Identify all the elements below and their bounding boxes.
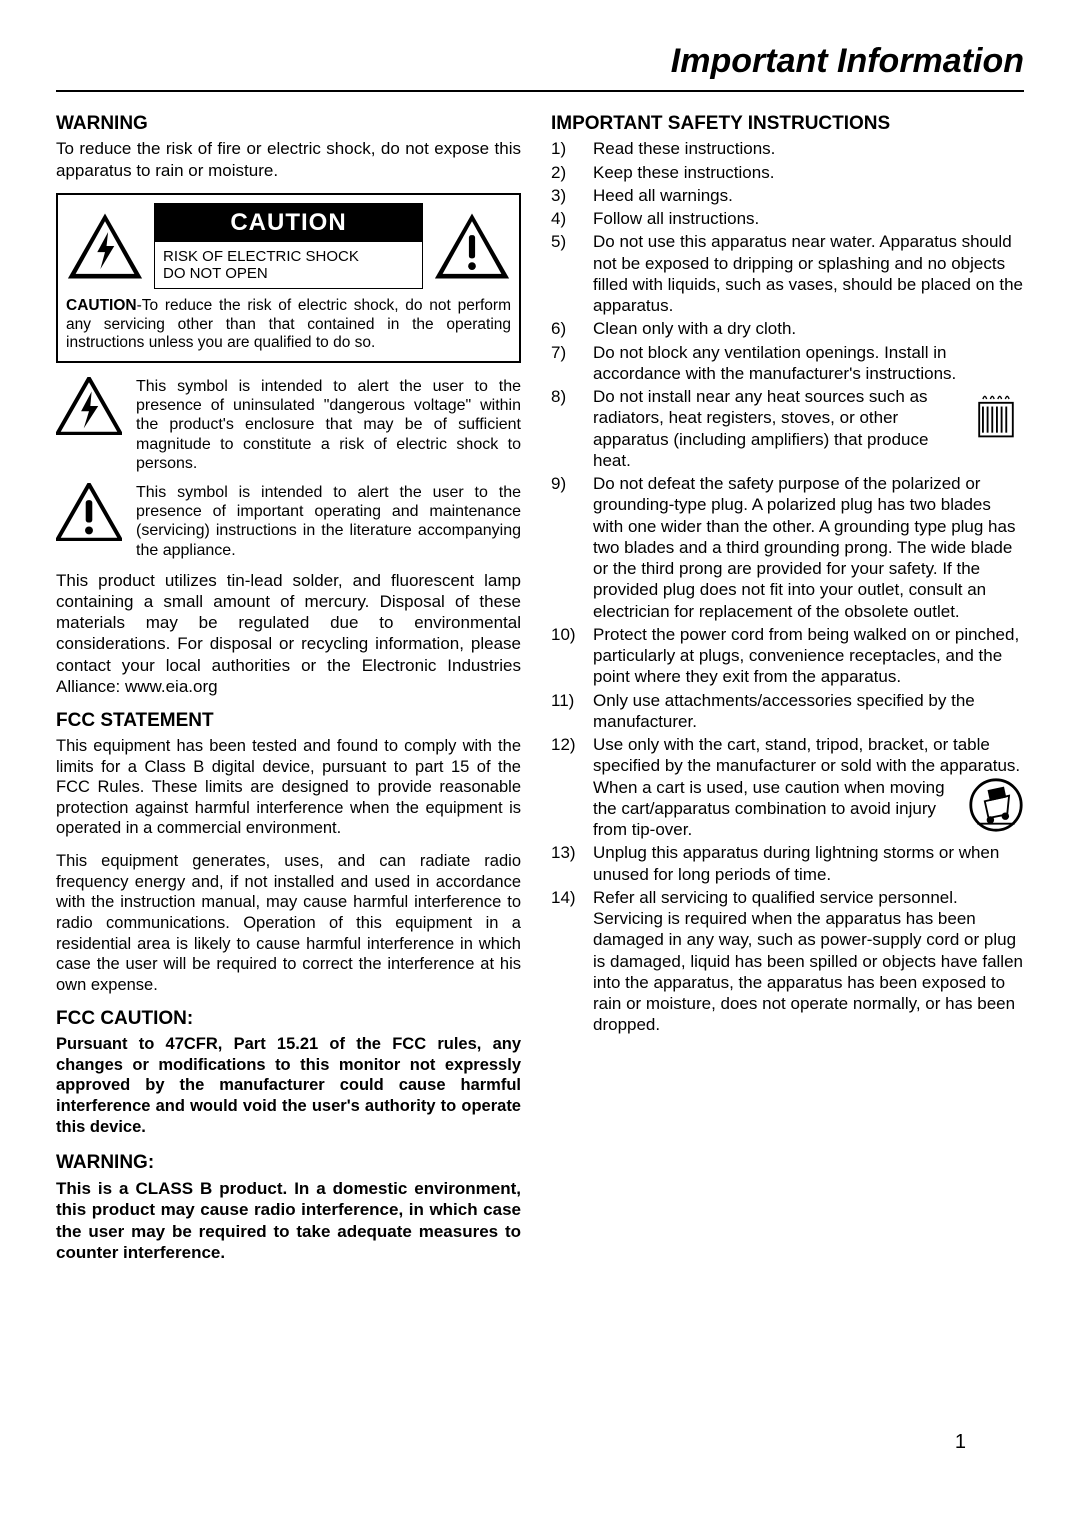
symbol-exclamation-block: This symbol is intended to alert the use… [56,483,521,560]
item-body: Unplug this apparatus during lightning s… [593,842,1024,885]
symbol-exclamation-text: This symbol is intended to alert the use… [136,483,521,560]
item-body: Read these instructions. [593,138,1024,159]
item-number: 3) [551,185,593,206]
caution-sub-line2: DO NOT OPEN [163,265,268,282]
two-column-layout: WARNING To reduce the risk of fire or el… [56,112,1024,1264]
item-number: 13) [551,842,593,885]
fcc-caution-body: Pursuant to 47CFR, Part 15.21 of the FCC… [56,1034,521,1137]
safety-instructions-list: 1)Read these instructions.2)Keep these i… [551,138,1024,1035]
fcc-caution-heading: FCC CAUTION: [56,1007,521,1031]
item-number: 7) [551,342,593,385]
item-body: Do not install near any heat sources suc… [593,386,1024,471]
list-item: 5)Do not use this apparatus near water. … [551,231,1024,316]
caution-box: CAUTION RISK OF ELECTRIC SHOCK DO NOT OP… [56,193,521,363]
item-number: 2) [551,162,593,183]
page-title: Important Information [56,40,1024,92]
item-body: Refer all servicing to qualified service… [593,887,1024,1036]
caution-title: CAUTION [155,204,422,242]
caution-body-label: CAUTION [66,297,137,314]
item-number: 10) [551,624,593,688]
caution-subtitle: RISK OF ELECTRIC SHOCK DO NOT OPEN [155,242,422,289]
caution-body-text: CAUTION-To reduce the risk of electric s… [66,297,511,353]
symbol-lightning-block: This symbol is intended to alert the use… [56,377,521,473]
right-column: IMPORTANT SAFETY INSTRUCTIONS 1)Read the… [551,112,1024,1264]
caution-top-row: CAUTION RISK OF ELECTRIC SHOCK DO NOT OP… [66,203,511,290]
heater-icon [968,386,1024,442]
list-item: 2)Keep these instructions. [551,162,1024,183]
item-number: 11) [551,690,593,733]
item-body: Clean only with a dry cloth. [593,318,1024,339]
warning-text: To reduce the risk of fire or electric s… [56,138,521,181]
list-item: 1)Read these instructions. [551,138,1024,159]
cart-tip-icon [968,777,1024,833]
safety-instructions-heading: IMPORTANT SAFETY INSTRUCTIONS [551,112,1024,136]
item-body: Follow all instructions. [593,208,1024,229]
list-item: 3)Heed all warnings. [551,185,1024,206]
symbol-lightning-text: This symbol is intended to alert the use… [136,377,521,473]
item-body: Keep these instructions. [593,162,1024,183]
exclamation-triangle-icon [56,483,122,541]
list-item: 4)Follow all instructions. [551,208,1024,229]
item-number: 12) [551,734,593,840]
item-number: 6) [551,318,593,339]
item-body: Heed all warnings. [593,185,1024,206]
list-item: 6)Clean only with a dry cloth. [551,318,1024,339]
list-item: 14)Refer all servicing to qualified serv… [551,887,1024,1036]
warning-heading: WARNING [56,112,521,136]
left-column: WARNING To reduce the risk of fire or el… [56,112,521,1264]
list-item: 12)Use only with the cart, stand, tripod… [551,734,1024,840]
list-item: 7)Do not block any ventilation openings.… [551,342,1024,385]
list-item: 10)Protect the power cord from being wal… [551,624,1024,688]
item-body: Do not defeat the safety purpose of the … [593,473,1024,622]
tin-lead-paragraph: This product utilizes tin-lead solder, a… [56,570,521,698]
list-item: 9)Do not defeat the safety purpose of th… [551,473,1024,622]
item-body: Only use attachments/accessories specifi… [593,690,1024,733]
lightning-triangle-icon [56,377,122,435]
warning2-heading: WARNING: [56,1151,521,1175]
item-number: 8) [551,386,593,471]
lightning-triangle-icon [66,212,144,280]
item-number: 1) [551,138,593,159]
list-item: 8)Do not install near any heat sources s… [551,386,1024,471]
item-number: 9) [551,473,593,622]
page-number: 1 [955,1430,966,1455]
caution-body-row: CAUTION-To reduce the risk of electric s… [66,297,511,353]
item-body: Protect the power cord from being walked… [593,624,1024,688]
item-body: Do not use this apparatus near water. Ap… [593,231,1024,316]
warning2-body: This is a CLASS B product. In a domestic… [56,1178,521,1263]
list-item: 11)Only use attachments/accessories spec… [551,690,1024,733]
exclamation-triangle-icon [433,212,511,280]
fcc-p1: This equipment has been tested and found… [56,736,521,839]
caution-sub-line1: RISK OF ELECTRIC SHOCK [163,248,359,265]
item-body: Do not block any ventilation openings. I… [593,342,1024,385]
list-item: 13)Unplug this apparatus during lightnin… [551,842,1024,885]
fcc-statement-heading: FCC STATEMENT [56,709,521,733]
fcc-p2: This equipment generates, uses, and can … [56,851,521,995]
item-number: 14) [551,887,593,1036]
caution-label-box: CAUTION RISK OF ELECTRIC SHOCK DO NOT OP… [154,203,423,290]
item-number: 4) [551,208,593,229]
item-number: 5) [551,231,593,316]
item-body: Use only with the cart, stand, tripod, b… [593,734,1024,840]
